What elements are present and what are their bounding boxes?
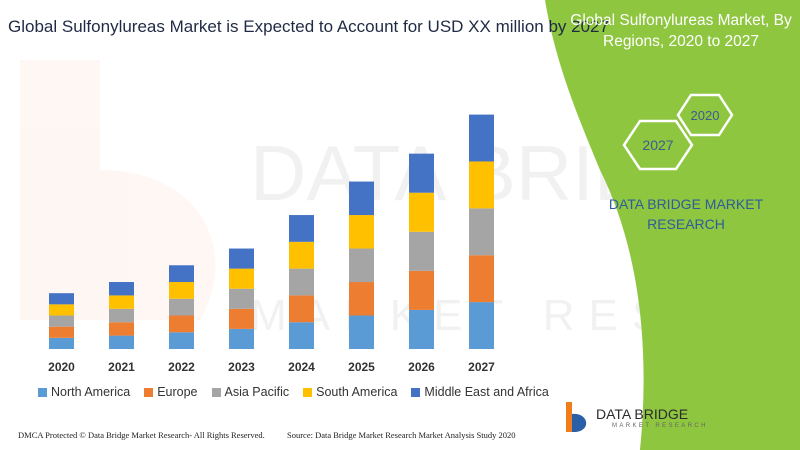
bar-2020-middle-east-and-africa xyxy=(49,293,74,305)
legend-swatch xyxy=(144,387,154,397)
legend-swatch xyxy=(411,387,421,397)
legend-label: Asia Pacific xyxy=(224,385,290,399)
x-tick-label: 2021 xyxy=(108,360,135,374)
bar-2023-asia-pacific xyxy=(229,288,254,309)
legend-item: South America xyxy=(303,385,397,399)
bar-2023-north-america xyxy=(229,328,254,349)
x-tick-label: 2024 xyxy=(288,360,315,374)
bar-2023-europe xyxy=(229,308,254,329)
side-panel-title: Global Sulfonylureas Market, By Regions,… xyxy=(570,12,792,50)
bar-2025-north-america xyxy=(349,315,374,349)
legend-label: Europe xyxy=(157,385,198,399)
legend-swatch xyxy=(38,387,47,397)
hex-end-year: 2020 xyxy=(676,93,734,137)
legend-item: North America xyxy=(38,385,130,399)
bar-2021-asia-pacific xyxy=(109,308,134,323)
logo-bar xyxy=(566,402,572,432)
hex-end-label: 2020 xyxy=(690,107,720,123)
bar-2021-middle-east-and-africa xyxy=(109,282,134,296)
legend-label: South America xyxy=(316,385,398,399)
bar-2026-asia-pacific xyxy=(409,231,434,271)
logo-name: DATA BRIDGE xyxy=(596,406,689,422)
bar-2022-europe xyxy=(169,315,194,333)
bar-2023-south-america xyxy=(229,268,254,289)
logo-bowl xyxy=(572,413,587,432)
footer-source: Source: Data Bridge Market Research Mark… xyxy=(287,430,516,440)
bar-2024-north-america xyxy=(289,322,314,349)
bar-2021-north-america xyxy=(109,335,134,349)
chart-legend: North America Europe Asia Pacific South Ame… xyxy=(38,384,549,400)
x-tick-label: 2027 xyxy=(468,360,495,374)
bar-2022-south-america xyxy=(169,282,194,299)
legend-swatch xyxy=(303,387,313,397)
bar-2026-north-america xyxy=(409,309,434,349)
legend-label: North America xyxy=(51,385,131,399)
x-tick-label: 2023 xyxy=(228,360,255,374)
bar-2024-asia-pacific xyxy=(289,268,314,296)
bar-2026-europe xyxy=(409,270,434,310)
bar-2021-south-america xyxy=(109,295,134,309)
bar-2027-asia-pacific xyxy=(469,208,494,256)
legend-swatch xyxy=(211,387,221,397)
bar-2025-south-america xyxy=(349,215,374,249)
bar-2025-asia-pacific xyxy=(349,248,374,283)
bar-2021-europe xyxy=(109,322,134,336)
footer-copyright: DMCA Protected © Data Bridge Market Rese… xyxy=(18,430,265,440)
bar-2026-south-america xyxy=(409,192,434,232)
logo-subtitle: MARKET RESEARCH xyxy=(612,423,708,429)
legend-label: Middle East and Africa xyxy=(424,385,549,399)
bar-2027-europe xyxy=(469,255,494,303)
side-panel-brand: DATA BRIDGE MARKET RESEARCH xyxy=(608,196,764,232)
bar-2024-middle-east-and-africa xyxy=(289,215,314,242)
page-title: Global Sulfonylureas Market is Expected … xyxy=(8,17,609,36)
x-tick-label: 2025 xyxy=(348,360,375,374)
bar-2027-middle-east-and-africa xyxy=(469,114,494,162)
bar-2020-asia-pacific xyxy=(49,315,74,327)
legend-item: Europe xyxy=(144,385,198,399)
bar-2027-south-america xyxy=(469,161,494,209)
bar-2020-north-america xyxy=(49,337,74,349)
bar-2025-europe xyxy=(349,282,374,316)
bar-2025-middle-east-and-africa xyxy=(349,181,374,216)
bar-2027-north-america xyxy=(469,302,494,349)
x-tick-label: 2022 xyxy=(168,360,195,374)
x-tick-label: 2026 xyxy=(408,360,435,374)
bar-2023-middle-east-and-africa xyxy=(229,248,254,269)
bar-2020-europe xyxy=(49,326,74,338)
bar-2024-europe xyxy=(289,295,314,323)
bar-2024-south-america xyxy=(289,241,314,269)
legend-item: Asia Pacific xyxy=(211,385,290,399)
bar-2020-south-america xyxy=(49,304,74,316)
bar-2022-middle-east-and-africa xyxy=(169,265,194,283)
bar-2022-north-america xyxy=(169,332,194,349)
legend-item: Middle East and Africa xyxy=(411,385,549,399)
x-tick-label: 2020 xyxy=(48,360,75,374)
bar-2026-middle-east-and-africa xyxy=(409,153,434,193)
bar-2022-asia-pacific xyxy=(169,298,194,316)
